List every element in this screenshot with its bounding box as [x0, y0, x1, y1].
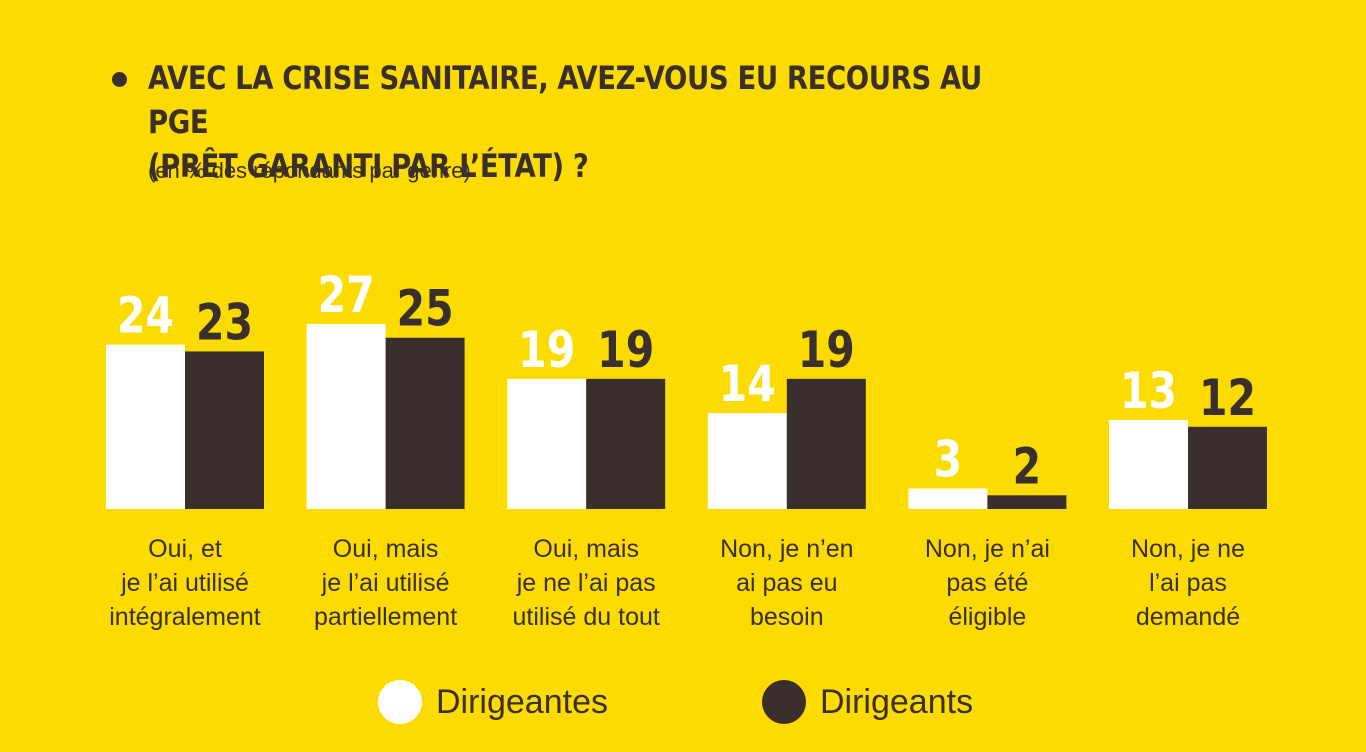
category-label-3-line-3: utilisé du tout [513, 603, 660, 631]
data-label-dirigeantes-1: 24 [117, 287, 174, 345]
legend-item-dirigeants: Dirigeants [762, 677, 973, 727]
bar-dirigeants-5 [987, 495, 1067, 509]
legend-label-dirigeants: Dirigeants [820, 682, 974, 721]
category-label-5-line-1: Non, je n’ai [925, 535, 1050, 563]
legend-swatch-dirigeants [762, 680, 806, 724]
category-label-4-line-2: ai pas eu [736, 569, 837, 597]
bar-dirigeants-2 [385, 337, 465, 509]
category-label-2-line-1: Oui, mais [333, 535, 439, 563]
bar-dirigeantes-2 [306, 324, 386, 509]
category-label-6-line-2: l’ai pas [1149, 569, 1227, 597]
data-label-dirigeantes-3: 19 [518, 321, 575, 379]
category-label-5-line-2: pas été [946, 569, 1028, 597]
chart-title-line-2: (PRÊT GARANTI PAR L’ÉTAT) ? [148, 147, 589, 185]
category-label-3-line-1: Oui, mais [533, 535, 639, 563]
bar-dirigeants-4 [786, 378, 866, 509]
data-label-dirigeants-2: 25 [397, 280, 454, 338]
category-label-1-line-2: je l’ai utilisé [120, 569, 249, 597]
bar-dirigeantes-5 [908, 488, 988, 509]
bar-dirigeantes-4 [707, 413, 787, 509]
category-label-4-line-1: Non, je n’en [720, 535, 853, 563]
category-label-6-line-1: Non, je ne [1131, 535, 1245, 563]
bar-dirigeants-1 [185, 351, 264, 509]
category-label-2-line-2: je l’ai utilisé [321, 569, 450, 597]
title-bullet [112, 72, 127, 87]
bar-dirigeants-3 [586, 378, 666, 509]
category-label-1-line-1: Oui, et [148, 535, 222, 563]
category-label-3-line-2: je ne l’ai pas [516, 569, 656, 597]
data-label-dirigeants-1: 23 [196, 294, 253, 352]
legend-swatch-dirigeantes [378, 680, 422, 724]
data-label-dirigeantes-2: 27 [318, 266, 375, 324]
category-label-1-line-3: intégralement [109, 603, 261, 631]
bar-dirigeantes-3 [507, 378, 587, 509]
chart-title: AVEC LA CRISE SANITAIRE, AVEZ-VOUS EU RE… [148, 56, 1008, 188]
data-label-dirigeants-5: 2 [1013, 437, 1042, 495]
category-label-5-line-3: éligible [948, 603, 1026, 631]
chart-title-line-1: AVEC LA CRISE SANITAIRE, AVEZ-VOUS EU RE… [148, 59, 982, 141]
legend-label-dirigeantes: Dirigeantes [436, 682, 608, 721]
category-label-2-line-3: partiellement [314, 603, 457, 631]
category-label-6-line-3: demandé [1136, 603, 1240, 631]
legend-item-dirigeantes: Dirigeantes [378, 677, 608, 727]
bar-dirigeants-6 [1188, 426, 1267, 509]
data-label-dirigeantes-6: 13 [1120, 362, 1177, 420]
chart-subtitle: (en % des répondants par genre) [148, 158, 471, 183]
bar-dirigeantes-1 [106, 344, 185, 509]
data-label-dirigeantes-4: 14 [719, 355, 776, 413]
data-label-dirigeantes-5: 3 [934, 431, 963, 489]
data-label-dirigeants-6: 12 [1199, 369, 1256, 427]
bar-dirigeantes-6 [1109, 419, 1188, 509]
data-label-dirigeants-3: 19 [597, 321, 654, 379]
category-label-4-line-3: besoin [750, 603, 824, 631]
data-label-dirigeants-4: 19 [798, 321, 855, 379]
